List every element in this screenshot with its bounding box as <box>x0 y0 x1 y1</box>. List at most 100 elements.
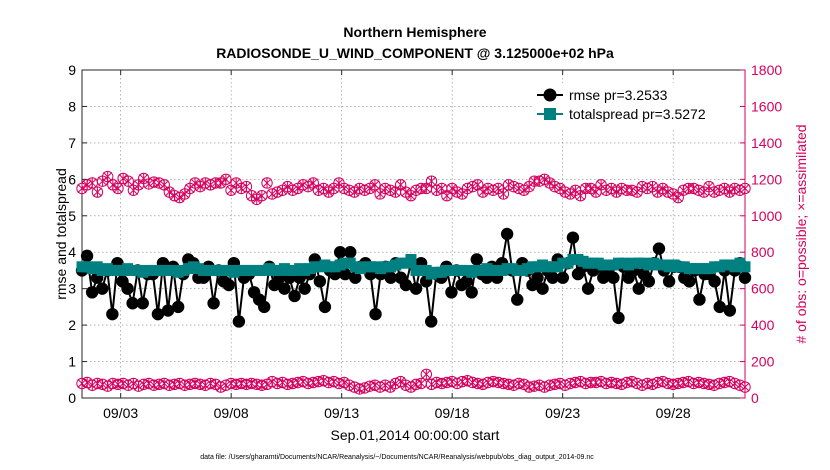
rmse-point <box>333 246 347 259</box>
rmse-point <box>85 286 99 299</box>
rmse-point <box>80 249 94 263</box>
obs-marker <box>122 175 134 187</box>
y-tick-label-left: 8 <box>68 98 76 114</box>
rmse-point <box>151 307 165 321</box>
obs-marker <box>240 180 253 193</box>
y-tick-label-left: 6 <box>68 171 76 187</box>
obs-marker <box>292 182 304 195</box>
obs-marker <box>86 177 98 189</box>
y-axis-label-right: # of obs: o=possible; ×=assimilated <box>793 124 809 343</box>
legend-spread-label: totalspread pr=3.5272 <box>569 106 706 122</box>
rmse-point <box>612 311 625 325</box>
rmse-point <box>278 282 291 295</box>
rmse-point <box>607 271 620 284</box>
y-tick-label-right: 1600 <box>751 98 782 114</box>
rmse-point <box>171 300 185 314</box>
x-tick-label: 09/13 <box>324 405 359 421</box>
x-tick-label: 09/18 <box>435 405 470 421</box>
rmse-point <box>369 307 382 321</box>
rmse-point <box>465 286 478 299</box>
y-axis-label-left: rmse and totalspread <box>53 168 69 300</box>
rmse-point <box>708 275 721 288</box>
y-tick-label-left: 5 <box>68 208 76 224</box>
obs-marker <box>420 368 433 381</box>
rmse-point <box>298 282 311 295</box>
chart-subtitle: RADIOSONDE_U_WIND_COMPONENT @ 3.125000e+… <box>216 45 614 61</box>
y-tick-label-right: 200 <box>751 354 775 370</box>
rmse-point <box>556 271 570 284</box>
y-tick-label-left: 4 <box>68 244 76 260</box>
rmse-point <box>693 293 706 306</box>
obs-marker <box>739 182 751 195</box>
rmse-point <box>384 271 397 284</box>
y-tick-label-right: 1000 <box>751 208 782 224</box>
rmse-point <box>136 297 149 310</box>
rmse-point <box>500 227 514 241</box>
y-tick-label-right: 0 <box>751 390 759 406</box>
y-tick-label-left: 0 <box>68 390 76 406</box>
rmse-point <box>126 297 139 310</box>
legend-rmse-marker <box>543 88 557 102</box>
rmse-point <box>121 282 134 295</box>
obs-marker <box>91 186 104 198</box>
series-obs-possible-upper- <box>76 170 751 206</box>
obs-marker <box>446 182 458 195</box>
rmse-point <box>713 300 726 314</box>
series-totalspread <box>76 254 751 280</box>
rmse-point <box>425 315 438 328</box>
y-tick-label-right: 600 <box>751 281 775 297</box>
y-tick-label-left: 7 <box>68 135 76 151</box>
rmse-point <box>642 275 656 288</box>
series-obs-possible-lower- <box>76 368 751 395</box>
legend-box <box>532 83 740 129</box>
x-tick-label: 09/28 <box>656 405 691 421</box>
obs-marker <box>112 182 124 195</box>
rmse-point <box>409 282 423 295</box>
obs-marker <box>369 179 381 191</box>
obs-marker <box>101 170 114 183</box>
rmse-point <box>445 286 458 299</box>
rmse-point <box>161 304 175 317</box>
y-tick-label-right: 1400 <box>751 135 782 151</box>
legend-spread-marker <box>544 108 556 120</box>
rmse-point <box>313 275 327 288</box>
rmse-point <box>536 282 549 295</box>
y-tick-label-left: 1 <box>68 354 76 370</box>
x-tick-label: 09/23 <box>545 405 580 421</box>
rmse-point <box>566 231 580 244</box>
rmse-point <box>207 297 220 310</box>
rmse-point <box>546 271 559 284</box>
rmse-point <box>349 271 362 284</box>
y-tick-label-left: 3 <box>68 281 76 297</box>
y-tick-label-right: 1200 <box>751 171 782 187</box>
rmse-point <box>222 278 235 292</box>
y-tick-label-right: 800 <box>751 244 775 260</box>
rmse-point <box>232 315 246 328</box>
y-tick-label-right: 1800 <box>751 62 782 78</box>
obs-marker <box>739 381 751 393</box>
obs-marker <box>261 177 273 189</box>
rmse-point <box>738 271 752 284</box>
rmse-point <box>470 253 483 266</box>
chart-title: Northern Hemisphere <box>343 24 486 40</box>
rmse-point <box>662 275 676 288</box>
rmse-point <box>581 282 595 295</box>
rmse-point <box>652 242 666 255</box>
rmse-point <box>257 300 271 314</box>
rmse-point <box>318 300 332 314</box>
obs-marker <box>425 175 438 187</box>
rmse-point <box>399 278 413 292</box>
rmse-point <box>683 275 696 288</box>
rmse-point <box>723 304 737 317</box>
totalspread-point <box>739 261 751 273</box>
totalspread-point <box>405 254 417 266</box>
x-tick-label: 09/08 <box>214 405 249 421</box>
rmse-point <box>460 275 473 288</box>
y-tick-label-right: 400 <box>751 317 775 333</box>
x-axis-label: Sep.01,2014 00:00:00 start <box>331 427 500 443</box>
rmse-point <box>106 307 119 321</box>
rmse-point <box>344 246 357 259</box>
legend-rmse-label: rmse pr=3.2533 <box>569 87 668 103</box>
legend: rmse pr=3.2533 totalspread pr=3.5272 <box>532 83 740 129</box>
